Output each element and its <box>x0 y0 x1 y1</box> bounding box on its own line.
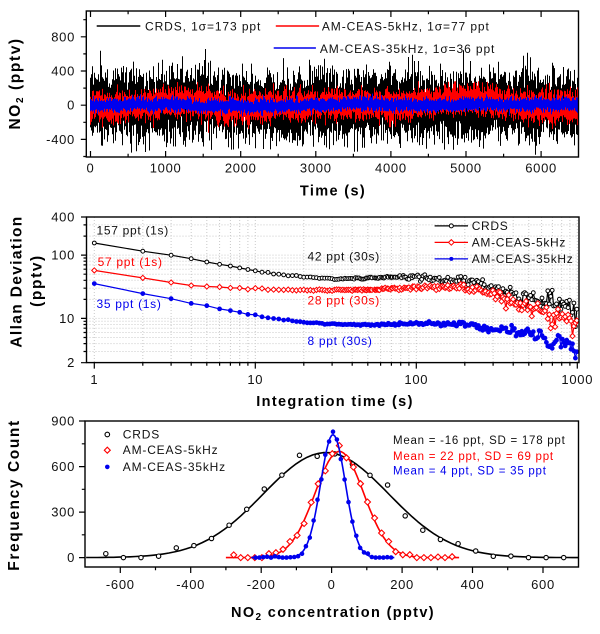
svg-text:10: 10 <box>247 372 263 387</box>
svg-text:Mean = 4 ppt, SD = 35 ppt: Mean = 4 ppt, SD = 35 ppt <box>393 466 547 478</box>
svg-text:1000: 1000 <box>561 372 593 387</box>
svg-text:(pptv): (pptv) <box>29 254 46 307</box>
svg-text:200: 200 <box>390 577 414 592</box>
svg-text:400: 400 <box>461 577 485 592</box>
svg-text:0: 0 <box>87 160 95 175</box>
svg-text:AM-CEAS-35kHz: AM-CEAS-35kHz <box>123 460 226 474</box>
svg-text:10: 10 <box>59 311 75 326</box>
svg-text:CRDS: CRDS <box>472 219 509 233</box>
svg-text:2: 2 <box>67 355 75 370</box>
svg-text:400: 400 <box>51 64 75 79</box>
svg-text:100: 100 <box>51 248 75 263</box>
svg-text:Mean = -16 ppt, SD = 178 ppt: Mean = -16 ppt, SD = 178 ppt <box>393 435 566 447</box>
svg-text:57 ppt (1s): 57 ppt (1s) <box>98 255 163 269</box>
svg-text:600: 600 <box>51 459 75 474</box>
svg-text:Allan Deviation: Allan Deviation <box>9 215 26 347</box>
svg-text:0: 0 <box>67 98 75 113</box>
svg-text:28 ppt (30s): 28 ppt (30s) <box>308 294 380 308</box>
svg-text:Frequency Count: Frequency Count <box>6 419 23 570</box>
svg-text:5000: 5000 <box>450 160 482 175</box>
svg-text:4000: 4000 <box>375 160 407 175</box>
svg-text:-600: -600 <box>106 577 135 592</box>
svg-text:AM-CEAS-35kHz: AM-CEAS-35kHz <box>472 252 574 266</box>
svg-text:400: 400 <box>51 210 75 225</box>
svg-text:-400: -400 <box>176 577 205 592</box>
svg-text:0: 0 <box>67 550 75 565</box>
svg-text:Mean = 22 ppt, SD = 69 ppt: Mean = 22 ppt, SD = 69 ppt <box>393 451 554 463</box>
svg-text:AM-CEAS-35kHz, 1σ=36 ppt: AM-CEAS-35kHz, 1σ=36 ppt <box>320 42 495 56</box>
svg-text:CRDS: CRDS <box>123 428 160 442</box>
svg-text:100: 100 <box>404 372 428 387</box>
svg-text:1000: 1000 <box>150 160 182 175</box>
svg-text:Time (s): Time (s) <box>300 184 366 200</box>
svg-text:300: 300 <box>51 505 75 520</box>
svg-text:Integration time (s): Integration time (s) <box>256 394 414 410</box>
svg-text:3000: 3000 <box>300 160 332 175</box>
svg-text:AM-CEAS-5kHz, 1σ=77 ppt: AM-CEAS-5kHz, 1σ=77 ppt <box>322 19 490 33</box>
svg-text:42 ppt (30s): 42 ppt (30s) <box>308 250 380 264</box>
svg-text:-400: -400 <box>46 132 75 147</box>
svg-text:900: 900 <box>51 414 75 429</box>
svg-text:800: 800 <box>51 29 75 44</box>
svg-text:AM-CEAS-5kHz: AM-CEAS-5kHz <box>123 443 219 457</box>
svg-text:8 ppt (30s): 8 ppt (30s) <box>308 334 373 348</box>
svg-text:-200: -200 <box>247 577 276 592</box>
svg-text:157 ppt (1s): 157 ppt (1s) <box>97 224 169 238</box>
svg-text:NO2 (pptv): NO2 (pptv) <box>7 37 26 129</box>
svg-text:35 ppt (1s): 35 ppt (1s) <box>97 297 162 311</box>
svg-text:NO2 concentration (pptv): NO2 concentration (pptv) <box>231 605 435 623</box>
svg-text:600: 600 <box>531 577 555 592</box>
svg-text:2000: 2000 <box>225 160 257 175</box>
svg-text:0: 0 <box>328 577 336 592</box>
svg-text:1: 1 <box>90 372 98 387</box>
svg-text:6000: 6000 <box>525 160 557 175</box>
svg-text:AM-CEAS-5kHz: AM-CEAS-5kHz <box>472 236 566 250</box>
svg-text:CRDS, 1σ=173 ppt: CRDS, 1σ=173 ppt <box>145 19 261 33</box>
